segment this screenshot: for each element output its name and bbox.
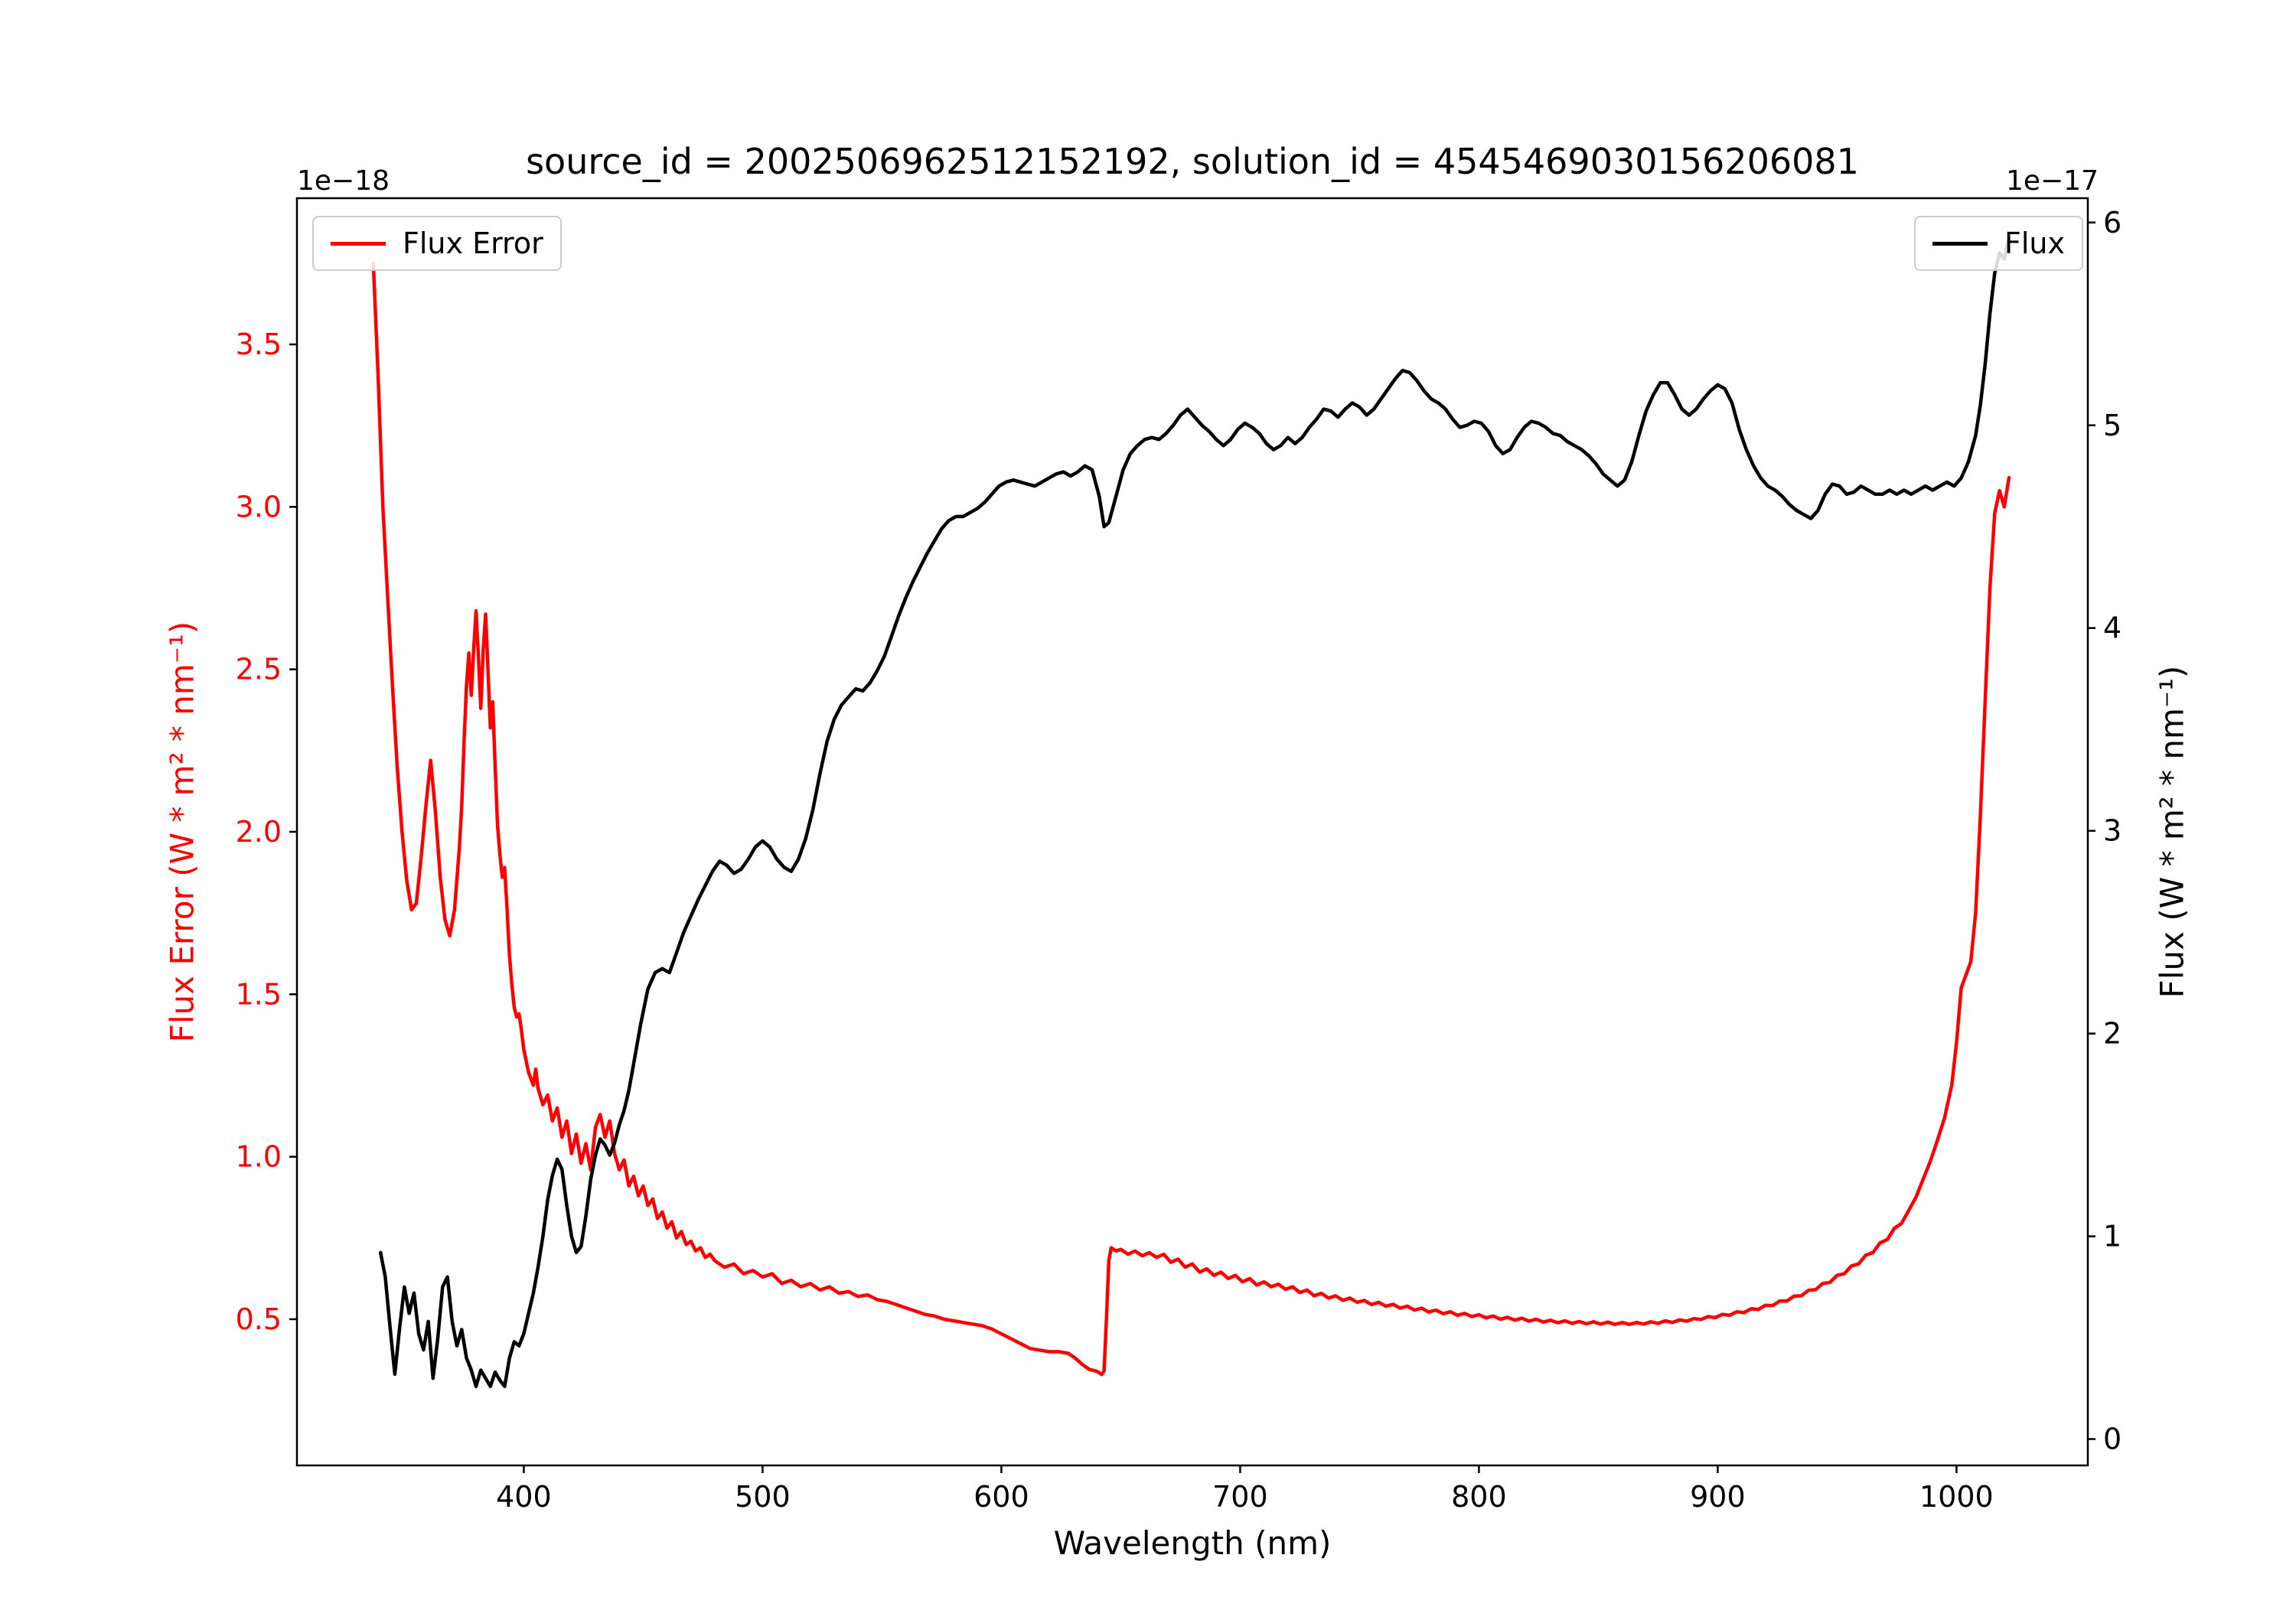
x-axis-label: Wavelength (nm) (1053, 1524, 1332, 1562)
series-line-flux (378, 236, 2011, 1388)
y-right-tick-label: 5 (2103, 409, 2122, 442)
y-right-tick-label: 6 (2103, 206, 2122, 240)
y-left-tick-label: 3.5 (236, 328, 282, 361)
y-left-tick-label: 1.0 (236, 1140, 282, 1174)
y-right-offset-label: 1e−17 (2005, 165, 2099, 197)
y-left-axis-label: Flux Error (W * m² * nm⁻¹) (163, 621, 201, 1043)
y-right-tick-label: 2 (2103, 1017, 2122, 1051)
legend-flux-error: Flux Error (312, 216, 562, 271)
x-tick-label: 600 (974, 1480, 1029, 1514)
x-tick-label: 700 (1212, 1480, 1268, 1514)
y-left-tick-label: 2.5 (236, 653, 282, 686)
x-tick-label: 500 (735, 1480, 791, 1514)
x-tick-label: 900 (1690, 1480, 1746, 1514)
legend-flux: Flux (1914, 216, 2083, 271)
y-right-tick-label: 1 (2103, 1220, 2122, 1253)
y-left-tick-label: 0.5 (236, 1302, 282, 1336)
plot-title: source_id = 2002506962512152192, solutio… (526, 141, 1859, 182)
x-tick-label: 1000 (1919, 1480, 1994, 1514)
legend-flux-error-label: Flux Error (403, 227, 543, 260)
flux-error-line-sample (331, 241, 386, 246)
y-left-tick-label: 3.0 (236, 490, 282, 523)
y-right-tick-label: 4 (2103, 611, 2122, 645)
legend-flux-label: Flux (2004, 227, 2065, 260)
series-line-flux-error (371, 261, 2011, 1377)
y-right-axis-label: Flux (W * m² * nm⁻¹) (2153, 665, 2191, 999)
y-left-tick-label: 2.0 (236, 815, 282, 849)
x-tick-label: 800 (1451, 1480, 1507, 1514)
y-left-offset-label: 1e−18 (297, 165, 390, 197)
y-right-tick-label: 0 (2103, 1423, 2122, 1456)
y-right-tick-label: 3 (2103, 814, 2122, 848)
axes-frame (295, 197, 2089, 1467)
x-tick-label: 400 (496, 1480, 552, 1514)
y-left-tick-label: 1.5 (236, 977, 282, 1011)
flux-line-sample (1932, 241, 1988, 246)
